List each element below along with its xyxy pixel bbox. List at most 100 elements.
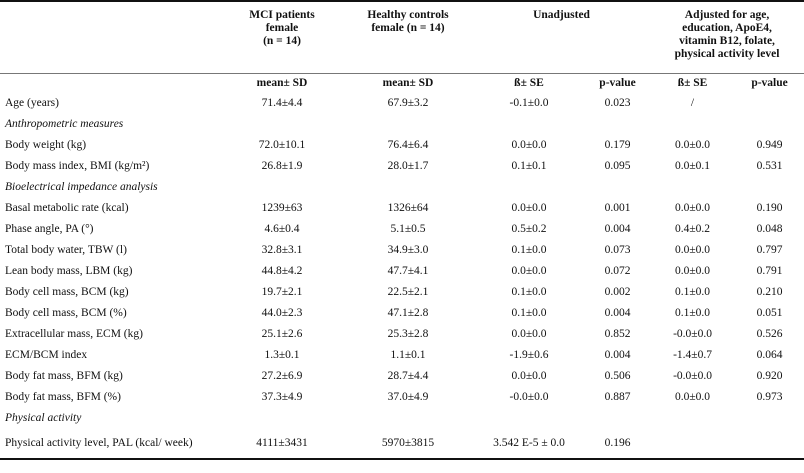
header-blank <box>0 1 221 74</box>
table-row: Body weight (kg) 72.0±10.1 76.4±6.4 0.0±0.0… <box>0 134 804 155</box>
adj-beta <box>650 428 736 460</box>
unadj-p: 0.887 <box>604 390 631 403</box>
subheader-hc-mean: mean± SD <box>382 77 434 89</box>
table-row: Physical activity level, PAL (kcal/ week… <box>0 428 804 460</box>
table-row: Body fat mass, BFM (%) 37.3±4.9 37.0±4.9 -0… <box>0 386 804 407</box>
adj-beta: 0.0±0.0 <box>674 138 711 151</box>
hc-value: 22.5±2.1 <box>387 285 429 298</box>
adj-beta: / <box>690 96 695 109</box>
hc-value: 37.0±4.9 <box>387 390 429 403</box>
adj-p: 0.973 <box>756 390 783 403</box>
row-label: Body mass index, BMI (kg/m²) <box>5 159 150 172</box>
unadj-beta: 3.542 E-5 ± 0.0 <box>473 428 585 460</box>
mci-value: 26.8±1.9 <box>261 159 303 172</box>
mci-value: 44.8±4.2 <box>261 264 303 277</box>
hc-value: 67.9±3.2 <box>387 96 429 109</box>
hc-value: 5970±3815 <box>343 428 473 460</box>
header-text: vitamin B12, folate, <box>679 35 775 47</box>
mci-value: 72.0±10.1 <box>258 138 306 151</box>
table-row: Body fat mass, BFM (kg) 27.2±6.9 28.7±4.4 0… <box>0 365 804 386</box>
unadj-beta: -1.9±0.6 <box>509 348 549 361</box>
table-row: Lean body mass, LBM (kg) 44.8±4.2 47.7±4.1… <box>0 260 804 281</box>
unadj-p: 0.852 <box>604 327 631 340</box>
hc-value: 1.1±0.1 <box>390 348 426 361</box>
mci-value: 32.8±3.1 <box>261 243 303 256</box>
table-row: Total body water, TBW (l) 32.8±3.1 34.9±3.… <box>0 239 804 260</box>
adj-beta: 0.0±0.0 <box>674 243 711 256</box>
row-label: Body fat mass, BFM (kg) <box>5 369 123 382</box>
header-text: Unadjusted <box>533 9 590 21</box>
adj-p: 0.190 <box>756 201 783 214</box>
adj-beta: 0.4±0.2 <box>674 222 711 235</box>
header-text: education, ApoE4, <box>682 22 772 34</box>
hc-value: 1326±64 <box>387 201 429 214</box>
mci-value: 25.1±2.6 <box>261 327 303 340</box>
header-healthy-controls: Healthy controls female (n = 14) <box>343 1 473 74</box>
header-text: (n = 14) <box>263 35 301 47</box>
subheader-row: mean± SD mean± SD ß± SE p-value ß± SE p-… <box>0 74 804 93</box>
table-row: Body cell mass, BCM (%) 44.0±2.3 47.1±2.8 0… <box>0 302 804 323</box>
mci-value: 1.3±0.1 <box>264 348 300 361</box>
adj-beta: 0.0±0.1 <box>674 159 711 172</box>
row-label: Basal metabolic rate (kcal) <box>5 201 129 214</box>
adj-p <box>735 92 804 113</box>
section-header-row: Physical activity <box>0 407 804 428</box>
hc-value: 47.7±4.1 <box>387 264 429 277</box>
mci-value: 4.6±0.4 <box>264 222 300 235</box>
subheader-unadj-beta: ß± SE <box>514 77 544 89</box>
adj-beta: 0.1±0.0 <box>674 285 711 298</box>
subheader-blank <box>0 74 221 93</box>
mci-value: 27.2±6.9 <box>261 369 303 382</box>
unadj-beta: -0.1±0.0 <box>509 96 549 109</box>
unadj-p: 0.095 <box>604 159 631 172</box>
table-row: Basal metabolic rate (kcal) 1239±63 1326±6… <box>0 197 804 218</box>
section-header-row: Bioelectrical impedance analysis <box>0 176 804 197</box>
unadj-beta: 0.0±0.0 <box>511 264 547 277</box>
hc-value: 28.7±4.4 <box>387 369 429 382</box>
unadj-p: 0.179 <box>604 138 631 151</box>
subheader-unadj-p: p-value <box>599 77 636 89</box>
unadj-p: 0.004 <box>604 306 631 319</box>
table-row: Extracellular mass, ECM (kg) 25.1±2.6 25.3… <box>0 323 804 344</box>
table-row: Body mass index, BMI (kg/m²) 26.8±1.9 28.0… <box>0 155 804 176</box>
adj-p: 0.531 <box>756 159 783 172</box>
unadj-p: 0.023 <box>604 96 631 109</box>
unadj-p: 0.072 <box>604 264 631 277</box>
adj-beta: -1.4±0.7 <box>673 348 712 361</box>
row-label: Body cell mass, BCM (%) <box>5 306 127 319</box>
hc-value: 47.1±2.8 <box>387 306 429 319</box>
header-text: Adjusted for age, <box>684 9 770 21</box>
hc-value: 34.9±3.0 <box>387 243 429 256</box>
row-label: Lean body mass, LBM (kg) <box>5 264 133 277</box>
adj-p: 0.526 <box>756 327 783 340</box>
row-label: Body weight (kg) <box>5 138 87 151</box>
unadj-beta: 0.0±0.0 <box>511 327 547 340</box>
adj-beta: 0.0±0.0 <box>674 264 711 277</box>
table-row: Body cell mass, BCM (kg) 19.7±2.1 22.5±2.1… <box>0 281 804 302</box>
unadj-p: 0.004 <box>604 348 631 361</box>
row-label: Phase angle, PA (°) <box>5 222 94 235</box>
unadj-p: 0.002 <box>604 285 631 298</box>
unadj-p: 0.073 <box>604 243 631 256</box>
adj-beta: 0.0±0.0 <box>674 390 711 403</box>
mci-value: 37.3±4.9 <box>261 390 303 403</box>
header-text: female (n = 14) <box>371 22 445 34</box>
adj-p: 0.051 <box>756 306 783 319</box>
adj-beta: -0.0±0.0 <box>673 369 712 382</box>
mci-value: 4111±3431 <box>221 428 343 460</box>
adj-p: 0.920 <box>756 369 783 382</box>
adj-p: 0.949 <box>756 138 783 151</box>
adj-beta: 0.1±0.0 <box>674 306 711 319</box>
subheader-adj-p: p-value <box>751 77 788 89</box>
mci-value: 19.7±2.1 <box>261 285 303 298</box>
subheader-mci-mean: mean± SD <box>256 77 308 89</box>
header-text: female <box>265 22 299 34</box>
mci-value: 1239±63 <box>261 201 303 214</box>
mci-value: 44.0±2.3 <box>261 306 303 319</box>
header-adjusted: Adjusted for age, education, ApoE4, vita… <box>650 1 804 74</box>
unadj-p: 0.506 <box>604 369 631 382</box>
adj-beta: 0.0±0.0 <box>674 201 711 214</box>
row-label: Total body water, TBW (l) <box>5 243 127 256</box>
header-row: MCI patients female (n = 14) Healthy con… <box>0 1 804 74</box>
